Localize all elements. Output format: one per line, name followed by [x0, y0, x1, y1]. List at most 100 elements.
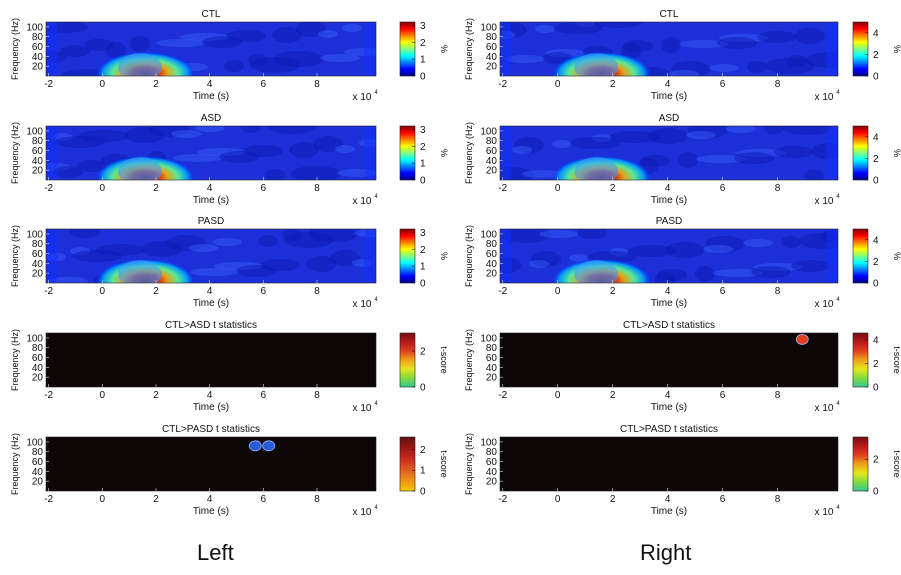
- texture-patch: [577, 229, 607, 239]
- texture-patch: [678, 152, 698, 168]
- texture-patch: [243, 145, 283, 157]
- texture-patch: [272, 27, 302, 43]
- texture-patch: [501, 229, 551, 243]
- colorbar: [399, 21, 416, 77]
- texture-patch: [291, 166, 341, 180]
- power-map: [46, 22, 376, 76]
- texture-patch: [512, 146, 532, 154]
- texture-patch: [570, 137, 620, 149]
- edge-artifact: [826, 126, 838, 180]
- texture-patch: [267, 126, 317, 134]
- colorbar-tick-label: 2: [420, 142, 426, 153]
- y-tick-label: 60: [32, 249, 44, 260]
- texture-patch: [705, 236, 745, 252]
- x-tick-label: 6: [261, 79, 267, 90]
- x-exponent: x 10: [353, 403, 372, 414]
- texture-patch: [260, 259, 300, 271]
- y-tick-label: 60: [486, 353, 498, 364]
- plot-border: [45, 436, 377, 492]
- texture-patch: [48, 277, 88, 283]
- y-tick-label: 80: [32, 32, 44, 43]
- x-tick-label: 0: [555, 79, 561, 90]
- chart-title: CTL: [660, 9, 679, 20]
- plot-border: [499, 332, 839, 388]
- x-exponent: x 10: [353, 92, 372, 103]
- texture-patch: [804, 170, 824, 180]
- texture-patch: [318, 30, 338, 38]
- y-tick-label: 20: [32, 166, 44, 177]
- texture-patch: [593, 22, 643, 28]
- evoked-glow: [574, 157, 619, 180]
- x-tick-label: 8: [775, 494, 781, 505]
- x-tick-label: 4: [665, 286, 671, 297]
- texture-patch: [335, 145, 355, 153]
- x-tick-label: 6: [261, 286, 267, 297]
- x-axis-label: Time (s): [651, 195, 687, 206]
- texture-patch: [106, 42, 126, 58]
- x-tick-label: 6: [720, 79, 726, 90]
- colorbar-tick-label: 2: [420, 38, 426, 49]
- x-tick-label: -2: [44, 79, 53, 90]
- colorbar-label: %: [892, 149, 901, 157]
- y-tick-label: 60: [32, 353, 44, 364]
- x-tick-label: 8: [314, 183, 320, 194]
- colorbar: [852, 125, 869, 181]
- y-tick-label: 20: [486, 62, 498, 73]
- x-tick-label: 4: [207, 494, 213, 505]
- caption-right: Right: [640, 540, 692, 565]
- texture-patch: [130, 36, 150, 52]
- chart-left-4: CTL>PASD t statistics20406080100Frequenc…: [10, 424, 449, 518]
- texture-patch: [791, 260, 831, 272]
- x-tick-label: 8: [314, 390, 320, 401]
- x-exponent-power: 4: [374, 505, 378, 511]
- colorbar-label: %: [439, 45, 449, 53]
- texture-patch: [219, 151, 259, 163]
- x-tick-label: 4: [665, 79, 671, 90]
- colorbar-tick-label: 0: [420, 383, 426, 394]
- y-axis-label: Frequency (Hz): [10, 433, 20, 495]
- edge-artifact: [46, 22, 58, 76]
- y-tick-label: 20: [32, 477, 44, 488]
- y-tick-label: 100: [480, 437, 497, 448]
- x-tick-label: 8: [775, 390, 781, 401]
- x-exponent: x 10: [353, 196, 372, 207]
- chart-title: CTL>ASD t statistics: [623, 320, 715, 331]
- chart-title: ASD: [659, 113, 680, 124]
- texture-patch: [774, 146, 814, 158]
- plot-border: [499, 436, 839, 492]
- y-axis-label: Frequency (Hz): [464, 18, 474, 80]
- texture-patch: [248, 54, 268, 66]
- texture-patch: [717, 37, 757, 49]
- edge-artifact: [46, 126, 58, 180]
- texture-patch: [743, 239, 773, 247]
- texture-patch: [688, 126, 728, 138]
- y-tick-label: 60: [486, 249, 498, 260]
- texture-patch: [531, 251, 561, 267]
- chart-title: CTL>PASD t statistics: [620, 424, 718, 435]
- texture-patch: [79, 130, 129, 142]
- chart-right-4: CTL>PASD t statistics20406080100Frequenc…: [464, 424, 901, 518]
- x-tick-label: 2: [153, 286, 159, 297]
- y-tick-label: 100: [480, 333, 497, 344]
- texture-patch: [553, 22, 603, 34]
- y-tick-label: 60: [32, 457, 44, 468]
- texture-patch: [212, 238, 242, 246]
- texture-patch: [757, 31, 797, 43]
- colorbar-tick-label: 0: [873, 176, 879, 187]
- texture-patch: [156, 39, 206, 47]
- y-axis-label: Frequency (Hz): [10, 18, 20, 80]
- texture-patch: [709, 64, 739, 72]
- colorbar: [399, 125, 416, 181]
- texture-patch: [284, 232, 334, 248]
- x-tick-label: 6: [720, 286, 726, 297]
- texture-patch: [726, 126, 756, 133]
- y-tick-label: 40: [32, 52, 44, 63]
- colorbar-tick-label: 1: [420, 262, 426, 273]
- x-tick-label: -2: [498, 494, 507, 505]
- colorbar-tick-label: 4: [873, 336, 879, 347]
- y-axis-label: Frequency (Hz): [464, 122, 474, 184]
- texture-patch: [70, 247, 90, 255]
- significance-blob: [248, 440, 262, 452]
- texture-patch: [60, 45, 90, 57]
